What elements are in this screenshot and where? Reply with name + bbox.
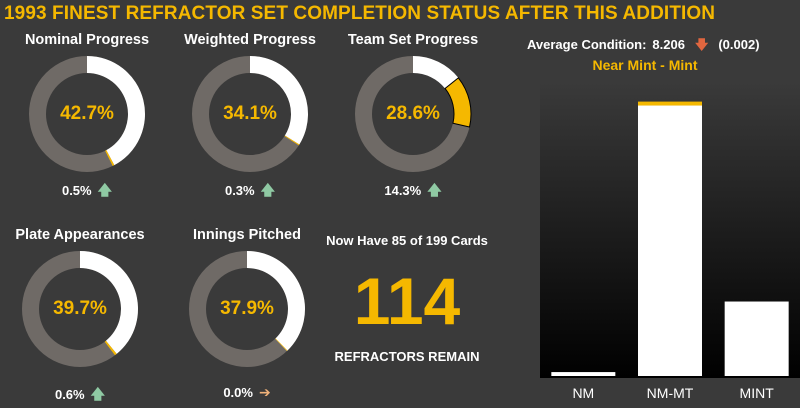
right-arrow-icon: ➔ xyxy=(258,384,271,400)
up-arrow-icon: 🡅 xyxy=(90,386,106,402)
nominal-progress-donut xyxy=(29,56,145,172)
bar-added-nm-mt xyxy=(638,101,702,106)
donut-panel-plate-appearances: Plate Appearances 39.7% 0.6% 🡅 xyxy=(0,227,160,407)
remaining-count: 114 xyxy=(353,264,461,338)
donut-title: Weighted Progress xyxy=(184,32,316,48)
condition-bar-chart: NM NM-MT MINT xyxy=(540,82,800,400)
team-set-progress-donut xyxy=(355,56,472,172)
bar-mint xyxy=(724,301,789,376)
donut-delta: 0.0% ➔ xyxy=(167,384,327,401)
average-condition: Average Condition: 8.206 🡇 (0.002) xyxy=(527,36,766,58)
donut-owned-segment xyxy=(247,251,305,352)
donut-title: Team Set Progress xyxy=(347,32,479,48)
donut-delta: 0.6% 🡅 xyxy=(0,384,160,408)
delta-value: 0.0% xyxy=(223,385,253,400)
weighted-progress-donut xyxy=(192,56,308,172)
bar-category-label: NM-MT xyxy=(647,385,694,400)
average-condition-label: Average Condition: xyxy=(527,37,647,52)
condition-grade: Near Mint - Mint xyxy=(592,57,698,73)
donut-delta: 0.5% 🡅 xyxy=(7,180,167,204)
donut-owned-segment xyxy=(80,251,138,354)
donut-title: Plate Appearances xyxy=(15,227,145,243)
up-arrow-icon: 🡅 xyxy=(427,182,442,198)
cards-owned-text: Now Have 85 of 199 Cards xyxy=(326,233,488,248)
up-arrow-icon: 🡅 xyxy=(260,182,276,198)
donut-panel-innings-pitched: Innings Pitched 37.9% 0.0% ➔ xyxy=(167,227,327,407)
donut-owned-segment xyxy=(87,56,145,166)
page-title: 1993 FINEST REFRACTOR SET COMPLETION STA… xyxy=(4,3,716,24)
average-condition-change: (0.002) xyxy=(718,37,760,52)
bar-nm-mt xyxy=(638,105,702,377)
donut-added-segment xyxy=(444,77,472,128)
donut-panel-weighted: Weighted Progress 34.1% 0.3% 🡅 xyxy=(170,32,330,212)
donut-delta: 0.3% 🡅 xyxy=(170,180,330,204)
donut-value: 37.9% xyxy=(220,298,274,319)
donut-value: 39.7% xyxy=(53,298,107,319)
donut-added-segment xyxy=(104,340,117,356)
donut-panel-team-set: Team Set Progress 28.6% 14.3% 🡅 xyxy=(333,32,493,212)
bar-category-label: MINT xyxy=(740,385,775,400)
donut-value: 28.6% xyxy=(386,103,440,124)
delta-value: 14.3% xyxy=(384,183,422,198)
remaining-label: REFRACTORS REMAIN xyxy=(334,349,480,364)
donut-owned-segment xyxy=(413,56,459,89)
donut-value: 42.7% xyxy=(60,103,114,124)
up-arrow-icon: 🡅 xyxy=(97,182,113,198)
delta-value: 0.3% xyxy=(224,183,255,198)
bar-nm xyxy=(551,372,616,376)
donut-title: Innings Pitched xyxy=(193,227,301,243)
donut-delta: 14.3% 🡅 xyxy=(333,180,493,204)
donut-added-segment xyxy=(105,150,115,167)
delta-value: 0.6% xyxy=(54,387,85,402)
down-arrow-icon: 🡇 xyxy=(694,37,709,52)
donut-added-segment xyxy=(284,135,300,146)
donut-panel-nominal: Nominal Progress 42.7% 0.5% 🡅 xyxy=(7,32,167,212)
plate-appearances-donut xyxy=(22,251,138,367)
donut-title: Nominal Progress xyxy=(24,32,150,48)
innings-pitched-donut xyxy=(189,251,305,367)
donut-added-segment xyxy=(275,338,288,352)
donut-value: 34.1% xyxy=(223,103,277,124)
delta-value: 0.5% xyxy=(61,183,92,198)
donut-owned-segment xyxy=(250,56,308,145)
bar-category-label: NM xyxy=(572,385,594,400)
average-condition-value: 8.206 xyxy=(652,37,685,52)
